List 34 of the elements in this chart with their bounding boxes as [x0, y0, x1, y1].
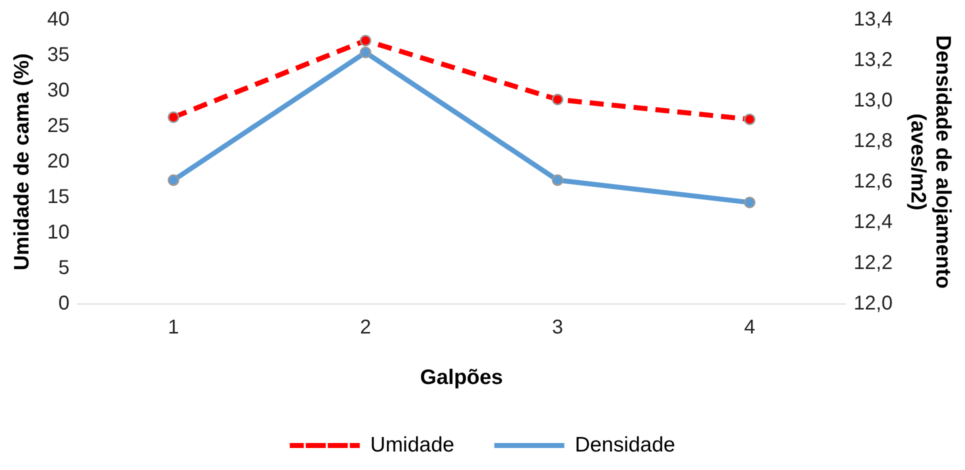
y-tick-label: 0 [58, 292, 70, 314]
point [744, 196, 756, 208]
point [744, 114, 756, 126]
y-tick-label: 5 [58, 256, 70, 279]
y-tick-label: 35 [47, 44, 70, 66]
y-tick-label: 20 [47, 150, 70, 172]
point [552, 174, 564, 186]
y2-tick-label: 12,2 [854, 252, 893, 274]
y-tick-label: 30 [47, 79, 70, 102]
y-tick-label: 25 [47, 114, 70, 137]
point [168, 174, 180, 186]
y-axis-title: Umidade de cama (%) [10, 53, 34, 270]
point [168, 111, 180, 123]
y2-axis-title: Densidade de alojamento (aves/m2) [906, 35, 955, 289]
y-tick-label: 10 [47, 221, 70, 244]
point [360, 34, 372, 46]
legend-label: Densidade [574, 433, 676, 456]
y2-tick-label: 13,2 [854, 49, 893, 72]
y-tick-label: 15 [47, 186, 70, 208]
x-tick-label: 3 [552, 316, 564, 338]
y-tick-label: 40 [47, 8, 70, 31]
point [552, 94, 564, 106]
y2-tick-label: 12,4 [854, 211, 893, 234]
y2-tick-label: 12,6 [854, 170, 893, 193]
y2-tick-label: 12,8 [854, 130, 893, 152]
y2-tick-label: 13,4 [854, 8, 893, 31]
y2-tick-label: 13,0 [854, 90, 893, 112]
x-tick-label: 2 [360, 316, 372, 338]
x-tick-label: 4 [744, 316, 756, 338]
x-tick-label: 1 [168, 316, 180, 338]
y2-tick-label: 12,0 [854, 292, 893, 314]
legend-label: Umidade [370, 433, 454, 456]
x-axis-title: Galpões [420, 366, 503, 390]
point [360, 46, 372, 58]
